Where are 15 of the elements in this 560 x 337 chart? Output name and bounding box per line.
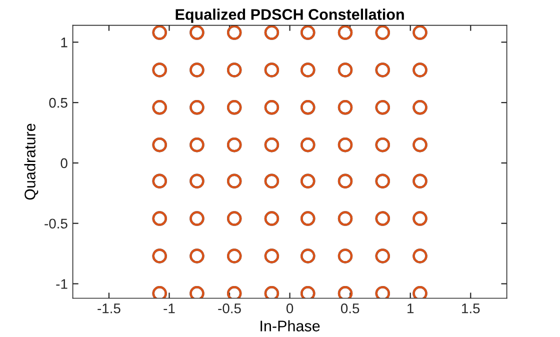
x-tick-label: -0.5 (218, 303, 241, 314)
x-tick-label: -1.5 (98, 304, 120, 314)
y-tick-label: 0.5 (49, 98, 68, 108)
y-axis-title: Quadrature (24, 124, 38, 200)
x-tick-label: -1 (164, 304, 175, 314)
x-axis-title: In-Phase (260, 320, 320, 332)
x-tick-label: 1.5 (462, 304, 480, 314)
y-tick-label: -0.5 (44, 218, 68, 229)
y-tick-label: -1 (56, 279, 68, 289)
y-tick-label: 0 (60, 158, 68, 168)
x-tick-label: 0.5 (340, 303, 360, 314)
x-tick-label: 1 (408, 304, 414, 314)
chart-title: Equalized PDSCH Constellation (176, 8, 404, 23)
x-tick-label: 0 (286, 303, 294, 314)
y-tick-label: 1 (61, 38, 68, 48)
